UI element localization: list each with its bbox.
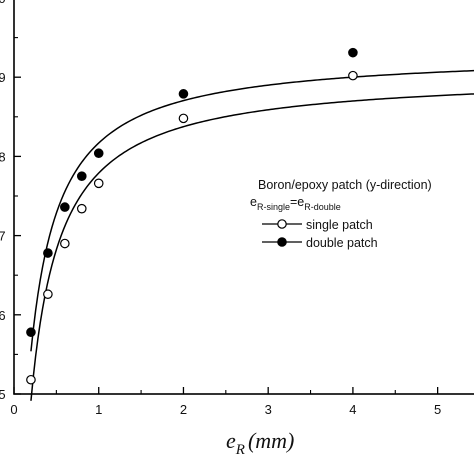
- x-axis-ticks: 0 1 2 3 4 5: [10, 387, 441, 417]
- legend-eq-rhs-sub: R-double: [304, 202, 341, 212]
- x-axis-label-var: e: [226, 428, 236, 453]
- single-patch-point: [178, 113, 189, 124]
- double-patch-point: [26, 327, 36, 338]
- double-patch-point: [43, 248, 53, 258]
- y-tick-label: 5: [0, 387, 6, 402]
- y-tick-label: 8: [0, 149, 6, 164]
- x-tick-label: 1: [95, 402, 102, 417]
- single-patch-point: [26, 374, 36, 385]
- fit-curves: [30, 69, 474, 401]
- double-patch-point: [93, 148, 104, 159]
- y-tick-label: 7: [0, 229, 6, 244]
- y-tick-label: 0: [0, 0, 6, 6]
- single-patch-point: [60, 238, 70, 249]
- legend-marker-double: [277, 237, 287, 247]
- fit-curve-single: [30, 93, 474, 401]
- x-axis-label-unit: (mm): [248, 428, 294, 453]
- double-patch-point: [348, 47, 358, 58]
- single-patch-point: [93, 178, 104, 189]
- double-patch-point: [60, 202, 70, 212]
- x-axis-label-sub: R: [235, 442, 245, 458]
- x-tick-label: 2: [180, 402, 187, 417]
- y-tick-label: 6: [0, 308, 6, 323]
- x-tick-label: 5: [434, 402, 441, 417]
- legend-equation: eR-single=eR-double: [250, 195, 341, 212]
- legend-eq-lhs: e: [250, 195, 257, 209]
- single-patch-point: [76, 203, 87, 214]
- x-tick-label: 3: [265, 402, 272, 417]
- x-tick-label: 0: [10, 402, 17, 417]
- fit-curve-double: [30, 69, 474, 352]
- single-patch-point: [348, 70, 358, 81]
- x-tick-label: 4: [349, 402, 356, 417]
- legend-title: Boron/epoxy patch (y-direction): [258, 178, 432, 192]
- legend-label-double: double patch: [306, 236, 378, 250]
- single-patch-point: [43, 289, 53, 300]
- y-axis-ticks: 0 9 8 7 6 5: [0, 0, 21, 402]
- double-patch-point: [76, 171, 87, 181]
- legend-eq-lhs-sub: R-single: [257, 202, 290, 212]
- y-tick-label: 9: [0, 70, 6, 85]
- x-axis-label: eR (mm): [226, 428, 294, 458]
- legend-marker-single: [277, 219, 287, 229]
- plot-frame: [13, 0, 474, 395]
- double-patch-point: [178, 89, 189, 99]
- legend-label-single: single patch: [306, 218, 373, 232]
- legend: Boron/epoxy patch (y-direction) eR-singl…: [250, 178, 432, 250]
- data-points: [26, 47, 358, 385]
- legend-eq-mid: =e: [290, 195, 304, 209]
